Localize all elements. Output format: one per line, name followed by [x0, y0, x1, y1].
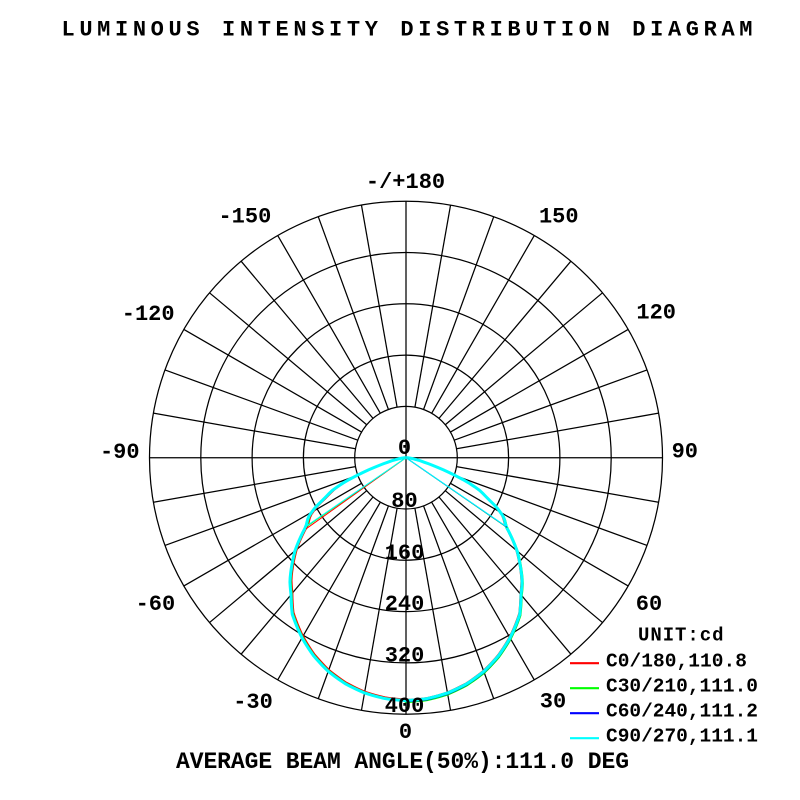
- svg-text:90: 90: [672, 440, 698, 465]
- svg-text:120: 120: [636, 301, 676, 326]
- svg-text:AVERAGE BEAM ANGLE(50%):111.0: AVERAGE BEAM ANGLE(50%):111.0 DEG: [176, 749, 629, 775]
- svg-text:60: 60: [636, 592, 662, 617]
- svg-text:150: 150: [539, 205, 579, 230]
- svg-text:-120: -120: [122, 302, 175, 327]
- svg-text:400: 400: [385, 694, 425, 719]
- svg-text:C90/270,111.1: C90/270,111.1: [606, 726, 758, 748]
- svg-text:30: 30: [540, 690, 566, 715]
- svg-text:0: 0: [399, 720, 412, 745]
- svg-text:C30/210,111.0: C30/210,111.0: [606, 676, 758, 698]
- svg-text:-/+180: -/+180: [366, 170, 445, 195]
- svg-text:160: 160: [385, 541, 425, 566]
- svg-text:0: 0: [398, 436, 411, 461]
- svg-text:-60: -60: [136, 592, 176, 617]
- svg-text:-90: -90: [100, 440, 140, 465]
- svg-text:320: 320: [385, 643, 425, 668]
- svg-text:UNIT:cd: UNIT:cd: [638, 625, 724, 647]
- svg-text:240: 240: [385, 592, 425, 617]
- svg-text:-30: -30: [233, 690, 273, 715]
- svg-text:80: 80: [391, 489, 417, 514]
- svg-text:-150: -150: [218, 204, 271, 229]
- svg-text:C0/180,110.8: C0/180,110.8: [606, 651, 747, 673]
- svg-text:LUMINOUS INTENSITY DISTRIBUTIO: LUMINOUS INTENSITY DISTRIBUTION DIAGRAM: [62, 18, 753, 43]
- svg-text:C60/240,111.2: C60/240,111.2: [606, 701, 758, 723]
